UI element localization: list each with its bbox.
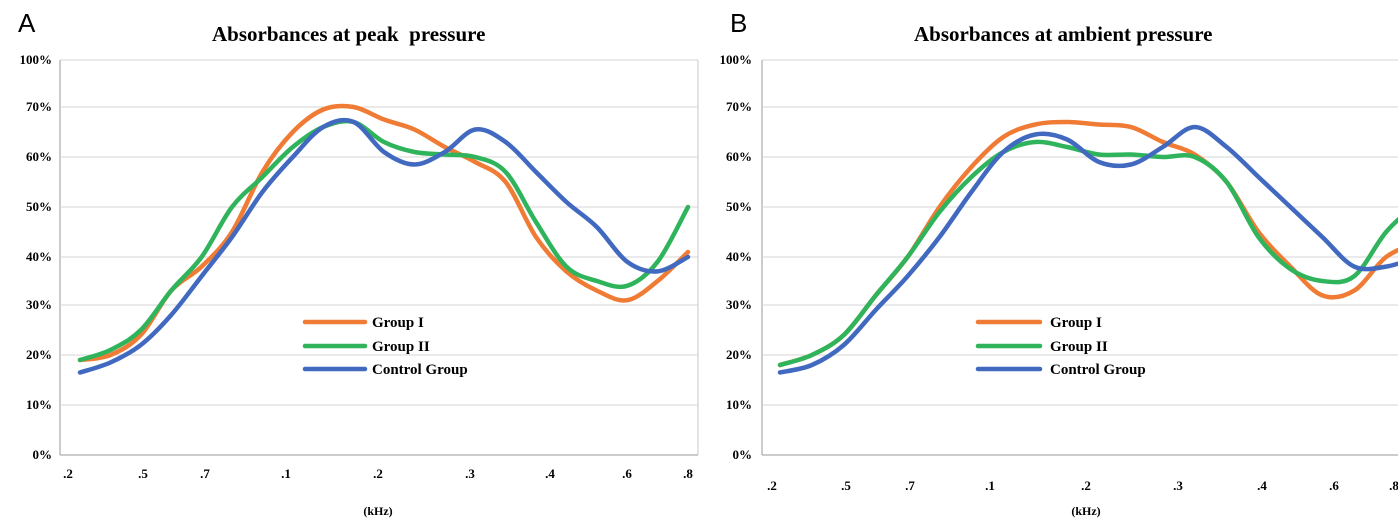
- y-tick-label: 40%: [726, 249, 752, 264]
- x-tick-label: .1: [281, 466, 291, 481]
- y-tick-label: 0%: [733, 447, 753, 462]
- panel-b: B Absorbances at ambient pressure 0% 10% 2…: [700, 0, 1398, 523]
- y-tick-label: 20%: [726, 347, 752, 362]
- panel-a: A Absorbances at peak pressure 0% 10% 20% 3…: [18, 8, 699, 518]
- legend-label: Group I: [372, 315, 424, 331]
- line-chart-a: 0% 10% 20% 30% 40% 50% 60% 70% 100% .2 .5 .7 .1 .2 .3.…: [20, 52, 699, 518]
- y-tick-label: 50%: [26, 199, 52, 214]
- x-tick-label: .2: [1081, 478, 1091, 493]
- x-tick-label: .6: [622, 466, 632, 481]
- x-tick-label: .2: [63, 466, 73, 481]
- y-tick-label: 70%: [726, 99, 752, 114]
- x-tick-label: .1: [985, 478, 995, 493]
- y-tick-label: 10%: [726, 397, 752, 412]
- panel-letter-a: A: [18, 8, 36, 38]
- x-tick-label: .7: [200, 466, 210, 481]
- x-tick-label: .7: [905, 478, 915, 493]
- y-tick-label: 50%: [726, 199, 752, 214]
- series-line-3: [77, 117, 691, 375]
- y-tick-label: 70%: [26, 99, 52, 114]
- chart-title-a: Absorbances at peak pressure: [212, 22, 486, 46]
- legend-label: Control Group: [372, 362, 468, 378]
- x-tick-label: .3: [1173, 478, 1183, 493]
- x-tick-label: .5: [841, 478, 851, 493]
- x-tick-label: .4: [1257, 478, 1267, 493]
- y-tick-label: 30%: [26, 297, 52, 312]
- legend-label: Group II: [372, 339, 430, 355]
- x-axis-label: (kHz): [363, 504, 392, 518]
- y-tick-label: 0%: [33, 447, 53, 462]
- y-tick-label: 100%: [20, 52, 53, 67]
- x-tick-label: .5: [138, 466, 148, 481]
- x-tick-label: .2: [767, 478, 777, 493]
- legend-label: Control Group: [1050, 362, 1146, 378]
- legend-label: Group I: [1050, 315, 1102, 331]
- series-line-2: [777, 139, 1398, 368]
- panel-letter-b: B: [730, 8, 748, 38]
- y-tick-label: 60%: [26, 149, 52, 164]
- series-line-3: [777, 124, 1398, 375]
- y-tick-label: 30%: [726, 297, 752, 312]
- x-tick-label: .8: [683, 466, 693, 481]
- x-tick-label: .2: [373, 466, 383, 481]
- series-line-2: [77, 118, 691, 363]
- x-tick-label: .4: [545, 466, 555, 481]
- y-tick-label: 10%: [26, 397, 52, 412]
- x-tick-label: .6: [1329, 478, 1339, 493]
- y-tick-label: 40%: [26, 249, 52, 264]
- y-tick-label: 60%: [726, 149, 752, 164]
- chart-title-b: Absorbances at ambient pressure: [914, 22, 1213, 46]
- y-tick-label: 20%: [26, 347, 52, 362]
- y-tick-label: 100%: [720, 52, 753, 67]
- x-axis-label: (kHz): [1071, 504, 1100, 518]
- line-chart-b: 0% 10% 20% 30% 40% 50% 60% 70% 100% .2 .5 .7 .1 .2 .3.…: [720, 52, 1398, 518]
- x-tick-label: .8: [1389, 478, 1398, 493]
- x-tick-label: .3: [465, 466, 475, 481]
- legend-label: Group II: [1050, 339, 1108, 355]
